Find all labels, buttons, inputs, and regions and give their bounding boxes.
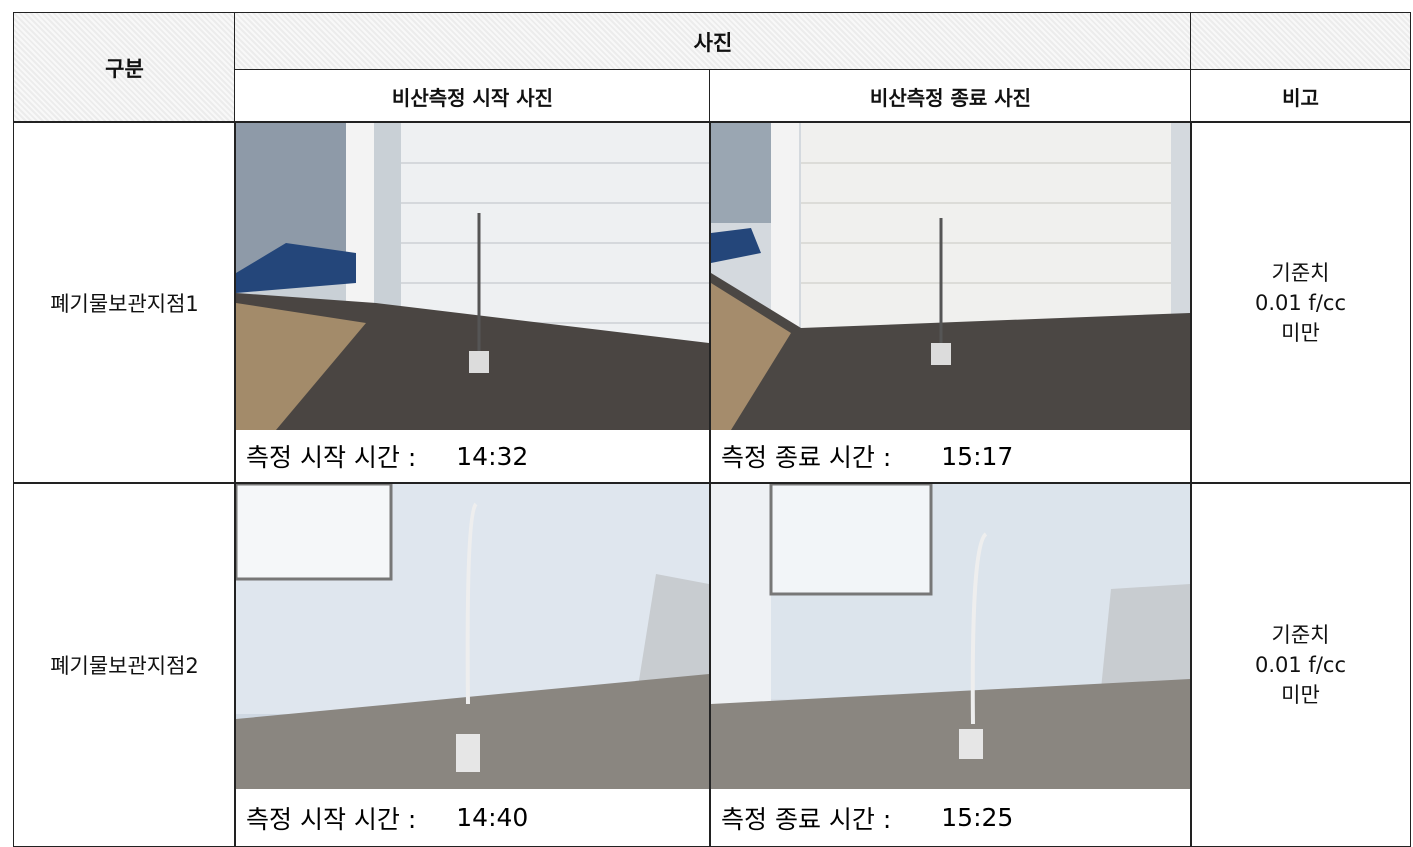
caption: 측정 시작 시간 : 14:40 [236,790,709,845]
caption-time: 15:25 [941,803,1014,832]
remark-line: 미만 [1281,682,1320,707]
caption: 측정 종료 시간 : 15:25 [711,790,1190,845]
photo [236,123,709,430]
caption-label: 측정 시작 시간 : [246,443,417,472]
caption-label: 측정 시작 시간 : [246,804,417,834]
caption-time: 14:40 [456,803,529,832]
photo [711,484,1190,789]
remarks: 기준치 0.01 f/cc 미만 [1190,482,1411,847]
photo [711,123,1190,430]
header-start: 비산측정 시작 사진 [234,69,711,123]
header-end: 비산측정 종료 사진 [709,69,1192,123]
header-remarks: 비고 [1190,69,1411,123]
remark-line: 기준치 [1271,260,1330,285]
cell [709,121,1192,484]
location: 폐기물보관지점2 [13,482,236,847]
header-category: 구분 [13,12,236,123]
caption: 측정 종료 시간 : 15:17 [711,430,1190,482]
remark-line: 기준치 [1271,622,1330,647]
remarks: 기준치 0.01 f/cc 미만 [1190,121,1411,484]
caption-label: 측정 종료 시간 : [721,443,892,472]
photo [236,484,709,789]
remark-line: 미만 [1281,320,1320,345]
remark-line: 0.01 f/cc [1255,652,1346,677]
location: 폐기물보관지점1 [13,121,236,484]
header-photos: 사진 [234,12,1192,71]
caption: 측정 시작 시간 : 14:32 [236,430,709,482]
caption-label: 측정 종료 시간 : [721,804,892,834]
header-blank [1190,12,1411,71]
caption-time: 15:17 [941,441,1014,471]
caption-time: 14:32 [456,441,529,471]
cell [234,121,711,484]
remark-line: 0.01 f/cc [1255,290,1346,315]
